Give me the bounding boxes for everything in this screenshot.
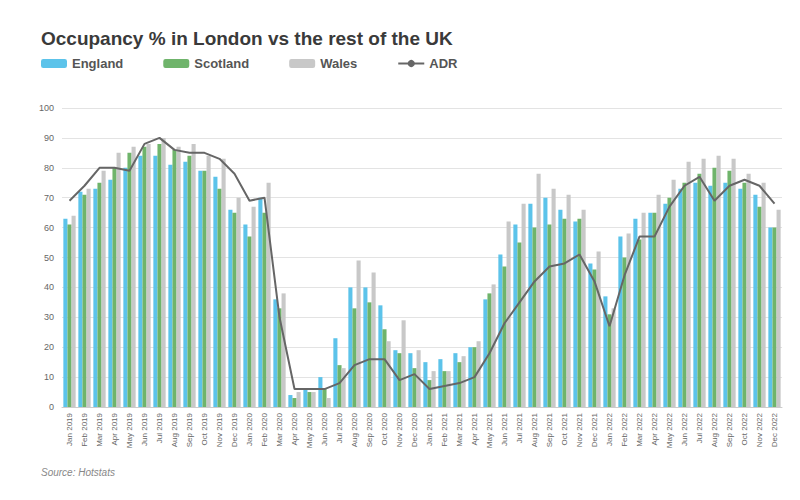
svg-text:Oct 2020: Oct 2020 <box>380 412 389 445</box>
svg-text:Mar 2022: Mar 2022 <box>635 412 644 446</box>
svg-text:70: 70 <box>44 193 54 203</box>
svg-text:50: 50 <box>44 253 54 263</box>
svg-text:Oct 2021: Oct 2021 <box>560 412 569 445</box>
svg-text:Jul 2021: Jul 2021 <box>515 412 524 443</box>
svg-text:Apr 2019: Apr 2019 <box>110 412 119 445</box>
svg-text:30: 30 <box>44 312 54 322</box>
svg-text:Aug 2021: Aug 2021 <box>530 412 539 447</box>
svg-text:Jun 2021: Jun 2021 <box>500 412 509 445</box>
svg-text:Nov 2019: Nov 2019 <box>215 412 224 447</box>
svg-text:Jun 2019: Jun 2019 <box>140 412 149 445</box>
svg-text:May 2021: May 2021 <box>485 412 494 448</box>
svg-text:Feb 2020: Feb 2020 <box>260 412 269 446</box>
svg-text:Dec 2019: Dec 2019 <box>230 412 239 447</box>
svg-text:Dec 2021: Dec 2021 <box>590 412 599 447</box>
svg-text:Jun 2022: Jun 2022 <box>680 412 689 445</box>
svg-text:May 2019: May 2019 <box>125 412 134 448</box>
svg-text:Nov 2022: Nov 2022 <box>755 412 764 447</box>
svg-text:May 2022: May 2022 <box>665 412 674 448</box>
svg-text:0: 0 <box>49 402 54 412</box>
svg-text:10: 10 <box>44 372 54 382</box>
svg-text:Aug 2022: Aug 2022 <box>710 412 719 447</box>
svg-text:Source: Hotstats: Source: Hotstats <box>41 467 115 478</box>
svg-text:Occupancy % in London vs the r: Occupancy % in London vs the rest of the… <box>41 28 453 49</box>
svg-text:Aug 2019: Aug 2019 <box>170 412 179 447</box>
svg-text:Scotland: Scotland <box>194 56 249 71</box>
svg-text:100: 100 <box>39 103 54 113</box>
svg-text:80: 80 <box>44 163 54 173</box>
svg-text:Sep 2022: Sep 2022 <box>725 412 734 447</box>
svg-text:Oct 2019: Oct 2019 <box>200 412 209 445</box>
svg-text:Jan 2022: Jan 2022 <box>605 412 614 445</box>
svg-text:Dec 2020: Dec 2020 <box>410 412 419 447</box>
svg-text:60: 60 <box>44 223 54 233</box>
svg-text:Jul 2020: Jul 2020 <box>335 412 344 443</box>
svg-text:Apr 2020: Apr 2020 <box>290 412 299 445</box>
svg-text:90: 90 <box>44 133 54 143</box>
svg-text:Feb 2019: Feb 2019 <box>80 412 89 446</box>
svg-text:Jan 2021: Jan 2021 <box>425 412 434 445</box>
svg-text:Nov 2021: Nov 2021 <box>575 412 584 447</box>
svg-text:Jan 2019: Jan 2019 <box>65 412 74 445</box>
svg-text:ADR: ADR <box>429 56 458 71</box>
svg-text:Dec 2022: Dec 2022 <box>770 412 779 447</box>
svg-text:Mar 2020: Mar 2020 <box>275 412 284 446</box>
svg-text:Jul 2022: Jul 2022 <box>695 412 704 443</box>
svg-text:Feb 2021: Feb 2021 <box>440 412 449 446</box>
svg-text:Oct 2022: Oct 2022 <box>740 412 749 445</box>
svg-text:40: 40 <box>44 282 54 292</box>
svg-text:Mar 2019: Mar 2019 <box>95 412 104 446</box>
svg-text:England: England <box>72 56 123 71</box>
svg-text:Aug 2020: Aug 2020 <box>350 412 359 447</box>
svg-text:Nov 2020: Nov 2020 <box>395 412 404 447</box>
svg-text:Jun 2020: Jun 2020 <box>320 412 329 445</box>
svg-text:May 2020: May 2020 <box>305 412 314 448</box>
svg-text:Sep 2021: Sep 2021 <box>545 412 554 447</box>
svg-text:Feb 2022: Feb 2022 <box>620 412 629 446</box>
svg-text:Jul 2019: Jul 2019 <box>155 412 164 443</box>
svg-text:Sep 2019: Sep 2019 <box>185 412 194 447</box>
svg-text:Apr 2021: Apr 2021 <box>470 412 479 445</box>
svg-text:Apr 2022: Apr 2022 <box>650 412 659 445</box>
svg-text:Wales: Wales <box>320 56 357 71</box>
svg-text:Mar 2021: Mar 2021 <box>455 412 464 446</box>
svg-text:20: 20 <box>44 342 54 352</box>
svg-text:Sep 2020: Sep 2020 <box>365 412 374 447</box>
svg-text:Jan 2020: Jan 2020 <box>245 412 254 445</box>
